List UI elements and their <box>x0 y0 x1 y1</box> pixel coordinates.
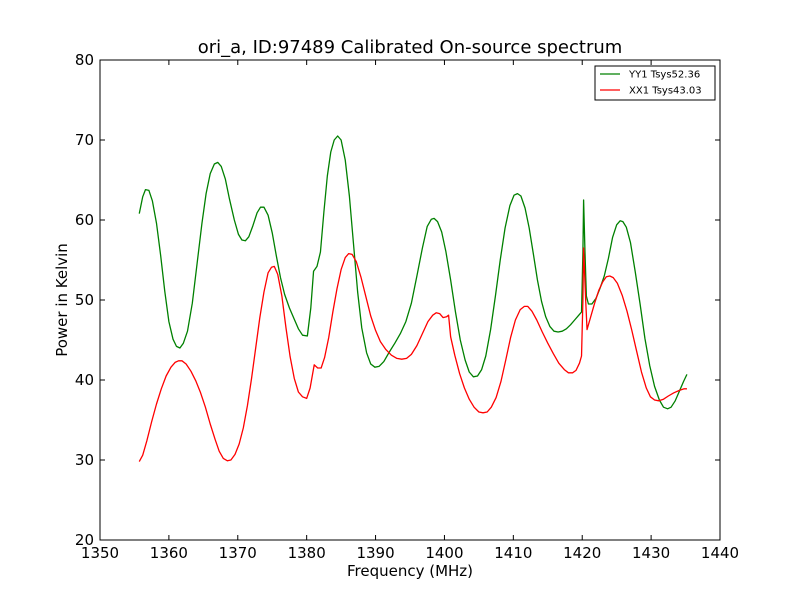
legend-label-xx1: XX1 Tsys43.03 <box>629 86 702 97</box>
x-tick-label: 1410 <box>494 544 532 562</box>
legend-box <box>594 65 716 101</box>
y-tick-label: 30 <box>75 451 94 469</box>
legend: YY1 Tsys52.36 XX1 Tsys43.03 <box>594 65 716 101</box>
x-tick-label: 1420 <box>563 544 601 562</box>
y-tick-label: 50 <box>75 291 94 309</box>
series-layer <box>138 135 688 462</box>
y-tick-label: 60 <box>75 211 94 229</box>
y-tick-label: 20 <box>75 531 94 549</box>
x-axis-label: Frequency (MHz) <box>347 562 473 580</box>
x-tick-label: 1400 <box>425 544 463 562</box>
x-tick-label: 1360 <box>150 544 188 562</box>
x-tick-label: 1430 <box>632 544 670 562</box>
legend-label-yy1: YY1 Tsys52.36 <box>628 70 700 81</box>
x-tick-label: 1350 <box>81 544 119 562</box>
y-tick-label: 70 <box>75 131 94 149</box>
y-tick-label: 80 <box>75 51 94 69</box>
y-axis-label: Power in Kelvin <box>53 243 71 357</box>
x-tick-label: 1390 <box>356 544 394 562</box>
y-tick-label: 40 <box>75 371 94 389</box>
x-tick-label: 1440 <box>701 544 739 562</box>
axis-ticks: 1350 1360 1370 1380 1390 1400 1410 1420 1430 1440… <box>75 51 739 562</box>
series-line-0 <box>138 135 688 410</box>
x-tick-label: 1380 <box>288 544 326 562</box>
chart-title: ori_a, ID:97489 Calibrated On-source spe… <box>198 37 623 58</box>
series-line-1 <box>138 247 687 462</box>
x-tick-label: 1370 <box>219 544 257 562</box>
